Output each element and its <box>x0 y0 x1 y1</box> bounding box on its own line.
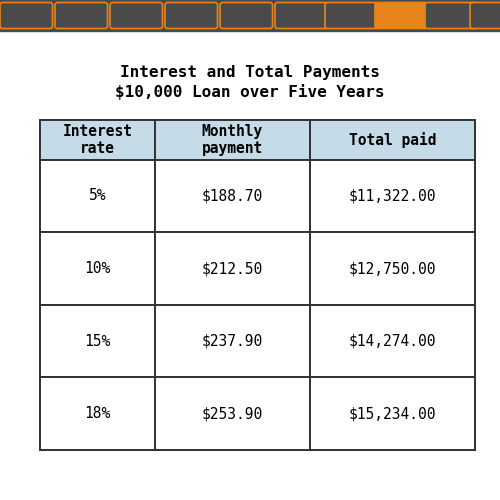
Text: 10%: 10% <box>84 261 111 276</box>
Text: $15,234.00: $15,234.00 <box>348 406 436 421</box>
Text: Total paid: Total paid <box>348 132 436 148</box>
FancyBboxPatch shape <box>470 2 500 29</box>
Text: $188.70: $188.70 <box>202 188 263 204</box>
Bar <box>40 305 156 378</box>
FancyBboxPatch shape <box>220 2 272 29</box>
FancyBboxPatch shape <box>275 2 328 29</box>
Bar <box>310 305 475 378</box>
Text: 15%: 15% <box>84 334 111 348</box>
Bar <box>156 160 310 232</box>
Bar <box>310 232 475 305</box>
Text: $10,000 Loan over Five Years: $10,000 Loan over Five Years <box>115 84 385 100</box>
Text: Interest
rate: Interest rate <box>62 124 132 156</box>
Bar <box>156 378 310 450</box>
FancyBboxPatch shape <box>165 2 218 29</box>
Text: $14,274.00: $14,274.00 <box>348 334 436 348</box>
Text: $237.90: $237.90 <box>202 334 263 348</box>
Bar <box>0 0 500 31</box>
FancyBboxPatch shape <box>425 2 478 29</box>
FancyBboxPatch shape <box>325 2 378 29</box>
FancyBboxPatch shape <box>0 2 52 29</box>
Text: Monthly
payment: Monthly payment <box>202 124 263 156</box>
Text: $253.90: $253.90 <box>202 406 263 421</box>
Bar <box>156 120 310 160</box>
Bar <box>40 120 475 450</box>
Bar <box>40 378 156 450</box>
Bar <box>40 120 156 160</box>
FancyBboxPatch shape <box>55 2 108 29</box>
Bar <box>156 305 310 378</box>
Bar <box>310 160 475 232</box>
Text: 5%: 5% <box>89 188 106 204</box>
Bar <box>310 120 475 160</box>
Text: $11,322.00: $11,322.00 <box>348 188 436 204</box>
FancyBboxPatch shape <box>375 2 428 29</box>
Text: Interest and Total Payments: Interest and Total Payments <box>120 65 380 80</box>
Text: $12,750.00: $12,750.00 <box>348 261 436 276</box>
Bar <box>40 160 156 232</box>
Text: $212.50: $212.50 <box>202 261 263 276</box>
Text: 18%: 18% <box>84 406 111 421</box>
Bar <box>310 378 475 450</box>
FancyBboxPatch shape <box>110 2 162 29</box>
Bar <box>156 232 310 305</box>
Bar <box>40 232 156 305</box>
